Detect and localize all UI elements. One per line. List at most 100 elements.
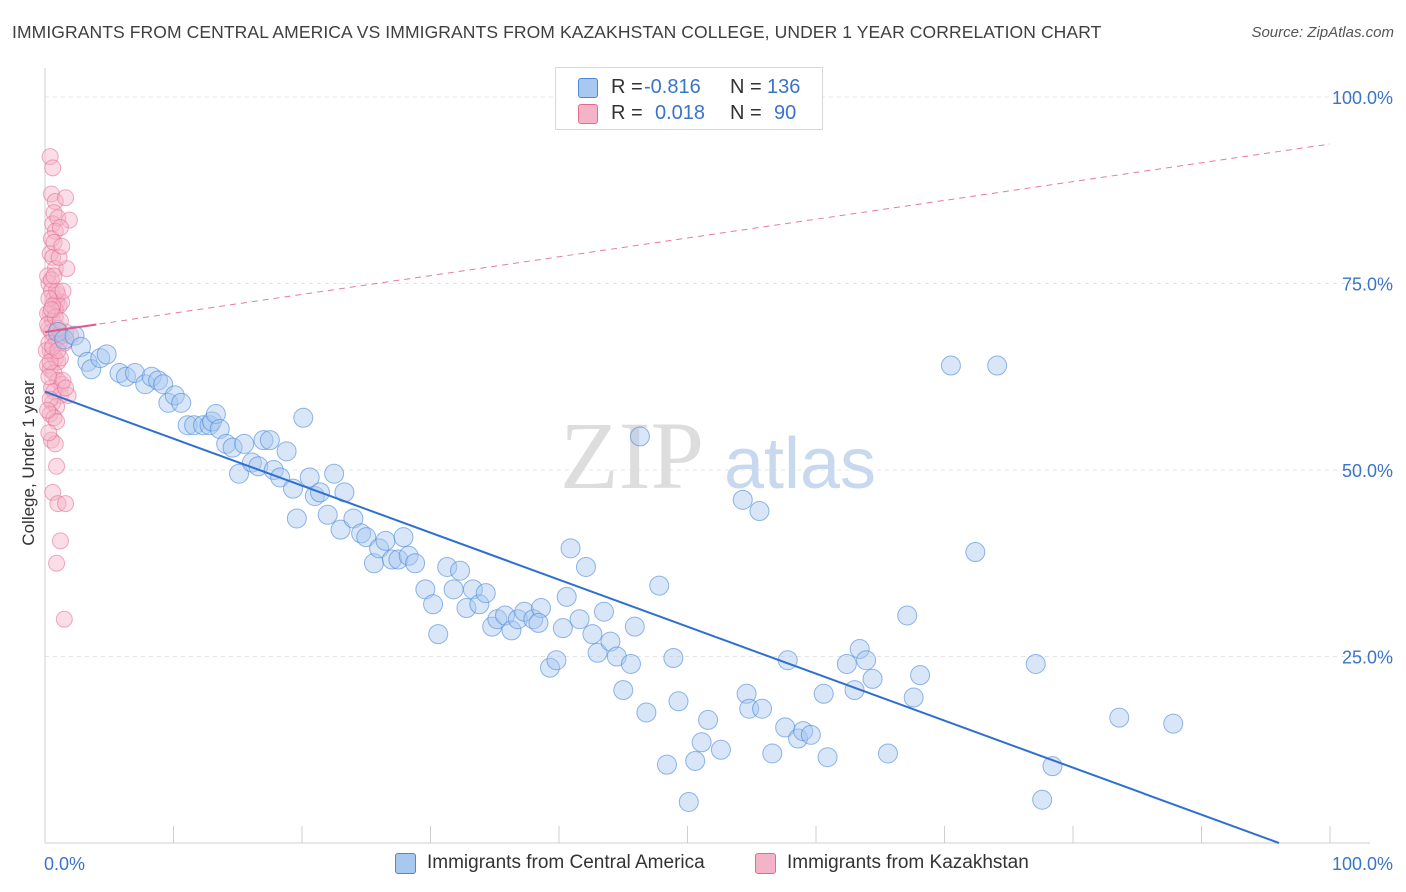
central-america-point: [736, 683, 757, 704]
central-america-point: [90, 348, 111, 369]
central-america-point: [501, 620, 522, 641]
central-america-point: [234, 433, 255, 454]
kazakhstan-trendline-solid: [44, 323, 97, 333]
central-america-point: [124, 363, 145, 384]
central-america-point: [141, 366, 162, 387]
central-america-point: [317, 504, 338, 525]
x-tick-label: 0.0%: [44, 854, 85, 874]
central-america-point: [70, 336, 91, 357]
kazakhstan-point: [48, 554, 66, 572]
kazakhstan-point: [50, 248, 68, 266]
kazakhstan-point: [41, 148, 59, 166]
y-tick-label: 25.0%: [1342, 648, 1393, 668]
central-america-point: [710, 739, 731, 760]
y-tick-label: 75.0%: [1342, 275, 1393, 295]
central-america-point: [462, 579, 483, 600]
central-america-point: [324, 463, 345, 484]
central-america-point: [276, 441, 297, 462]
kazakhstan-point: [57, 495, 75, 513]
central-america-point: [762, 743, 783, 764]
central-america-point: [752, 698, 773, 719]
blue-swatch-icon: [395, 853, 416, 874]
axes: [44, 68, 1370, 844]
kazakhstan-point: [55, 610, 73, 628]
central-america-point: [381, 549, 402, 570]
pink-swatch-icon: [578, 104, 598, 124]
legend-label: Immigrants from Central America: [427, 852, 705, 873]
r-label: R =: [611, 102, 643, 124]
kazakhstan-trendline: [44, 143, 1331, 333]
central-america-point: [877, 743, 898, 764]
kazakhstan-point: [57, 379, 75, 397]
kazakhstan-point: [40, 368, 58, 386]
r-value: -0.816: [644, 76, 701, 98]
central-america-point: [64, 325, 85, 346]
watermark: ZIP atlas: [560, 402, 876, 509]
central-america-point: [749, 501, 770, 522]
y-tick-labels: 25.0% 50.0% 75.0% 100.0%: [1332, 88, 1393, 668]
pink-swatch-icon: [755, 853, 776, 874]
central-america-point: [636, 702, 657, 723]
central-america-point: [849, 639, 870, 660]
central-america-point: [987, 355, 1008, 376]
central-america-point: [495, 605, 516, 626]
chart-title: IMMIGRANTS FROM CENTRAL AMERICA VS IMMIG…: [12, 22, 1102, 42]
central-america-point: [222, 437, 243, 458]
central-america-point: [293, 407, 314, 428]
central-america-point: [862, 668, 883, 689]
watermark-zip: ZIP: [560, 402, 704, 509]
central-america-point: [678, 791, 699, 812]
central-america-point: [469, 594, 490, 615]
x-tick-labels: 0.0% 100.0%: [44, 854, 1393, 874]
gridlines: [45, 96, 1370, 657]
central-america-point: [698, 709, 719, 730]
watermark-atlas: atlas: [724, 424, 876, 504]
central-america-point: [1163, 713, 1184, 734]
central-america-point: [813, 683, 834, 704]
central-america-point: [443, 579, 464, 600]
central-america-point: [330, 519, 351, 540]
central-america-point: [199, 415, 220, 436]
central-america-point: [856, 650, 877, 671]
central-america-point: [356, 527, 377, 548]
central-america-point: [450, 560, 471, 581]
central-america-point: [649, 575, 670, 596]
central-america-point: [656, 754, 677, 775]
central-america-point: [546, 650, 567, 671]
central-america-point: [171, 392, 192, 413]
central-america-point: [531, 598, 552, 619]
n-label: N =: [730, 102, 762, 124]
central-america-point: [587, 642, 608, 663]
central-america-point: [388, 549, 409, 570]
kazakhstan-point: [44, 483, 62, 501]
blue-swatch-icon: [578, 78, 598, 98]
central-america-point: [299, 467, 320, 488]
kazakhstan-point: [53, 237, 71, 255]
kazakhstan-point: [54, 282, 72, 300]
central-america-point: [475, 583, 496, 604]
central-america-point: [405, 553, 426, 574]
source-credit: Source: ZipAtlas.com: [1251, 24, 1394, 41]
central-america-point: [582, 624, 603, 645]
r-label: R =: [611, 76, 643, 98]
kazakhstan-point: [45, 267, 63, 285]
kazakhstan-point: [57, 189, 75, 207]
kazakhstan-point: [45, 233, 63, 251]
n-value: 90: [774, 102, 797, 124]
n-label: N =: [730, 76, 762, 98]
central-america-point: [575, 556, 596, 577]
central-america-point: [836, 653, 857, 674]
central-america-point: [109, 363, 130, 384]
central-america-point: [593, 601, 614, 622]
kazakhstan-point: [44, 248, 62, 266]
central-america-point: [691, 732, 712, 753]
central-america-point: [600, 631, 621, 652]
central-america-point: [685, 750, 706, 771]
central-america-point: [205, 404, 226, 425]
correlation-legend: R = -0.816 N = 136 R = 0.018 N = 90: [555, 67, 823, 130]
kazakhstan-points: [37, 148, 80, 628]
central-america-point: [253, 430, 274, 451]
central-america-point: [528, 612, 549, 633]
central-america-point: [552, 618, 573, 639]
